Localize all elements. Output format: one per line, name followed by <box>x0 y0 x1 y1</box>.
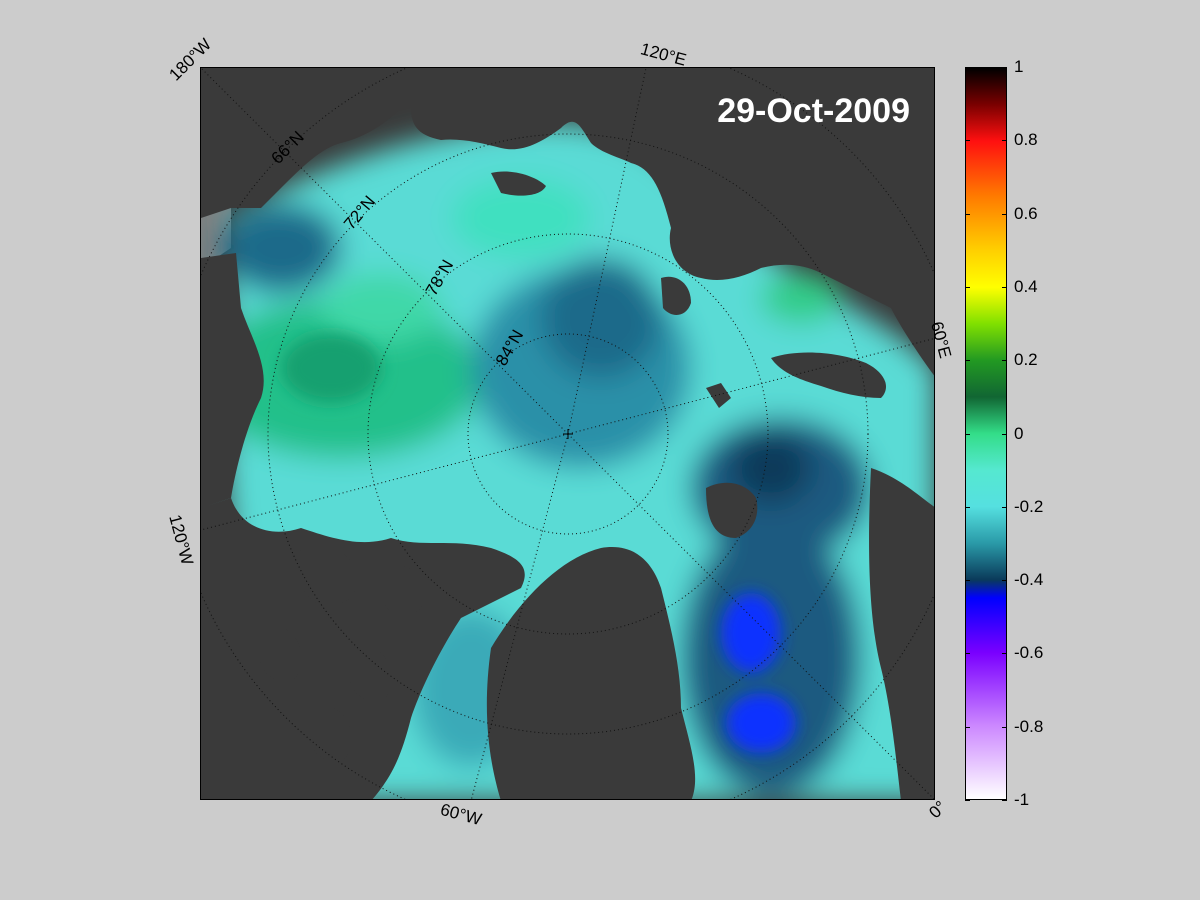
colorbar-tick-mark <box>965 67 970 68</box>
north-pole-marker <box>563 429 573 439</box>
date-stamp: 29-Oct-2009 <box>717 92 910 130</box>
severnaya-zemlya <box>661 276 691 315</box>
colorbar <box>965 67 1007 800</box>
colorbar-tick-label: 0.2 <box>1014 350 1038 370</box>
colorbar-tick-mark <box>1002 360 1007 362</box>
colorbar-tick-label: 0.4 <box>1014 276 1038 296</box>
colorbar-tick-mark <box>1002 800 1007 801</box>
colorbar-tick-mark <box>965 140 970 142</box>
scandinavia-land <box>869 468 934 799</box>
colorbar-tick-mark <box>965 286 970 288</box>
land-masses <box>201 68 934 799</box>
novaya-zemlya <box>771 352 886 398</box>
siberia-land <box>401 68 934 376</box>
colorbar-tick-mark <box>1002 726 1007 728</box>
colorbar-tick-mark <box>1002 433 1007 435</box>
colorbar-tick-label: 1 <box>1014 57 1024 76</box>
colorbar-tick-mark <box>965 213 970 215</box>
colorbar-tick-label: 0.6 <box>1014 203 1038 223</box>
colorbar-tick-mark <box>965 506 970 508</box>
lon-label-60w: 60°W <box>438 799 484 830</box>
colorbar-tick-mark <box>1002 140 1007 142</box>
lon-label-120w: 120°W <box>165 512 197 568</box>
lon-label-120e: 120°E <box>638 39 689 70</box>
sea-ice-map: 29-Oct-2009 66°N 72°N 78°N 84°N <box>200 67 935 800</box>
colorbar-tick-mark <box>965 360 970 362</box>
colorbar-tick-mark <box>965 433 970 435</box>
colorbar-tick-mark <box>965 580 970 582</box>
colorbar-tick-mark <box>965 726 970 728</box>
colorbar-tick-label: 0 <box>1014 423 1024 443</box>
lon-label-0: 0° <box>925 797 951 823</box>
alaska-land <box>201 253 264 508</box>
canadian-archipelago-islands <box>258 546 424 761</box>
colorbar-tick-label: -1 <box>1014 790 1030 809</box>
colorbar-tick-label: 0.8 <box>1014 130 1038 150</box>
svalbard-land <box>706 482 758 538</box>
franz-josef-land <box>706 383 731 408</box>
colorbar-tick-mark <box>965 653 970 655</box>
colorbar-tick-mark <box>1002 67 1007 68</box>
colorbar-tick-label: -0.8 <box>1014 716 1044 736</box>
colorbar-tick-mark <box>1002 580 1007 582</box>
graticule <box>201 68 934 799</box>
colorbar-tick-label: -0.2 <box>1014 496 1044 516</box>
new-siberian-islands <box>491 171 546 196</box>
colorbar-tick-mark <box>1002 286 1007 288</box>
map-canvas <box>201 68 934 799</box>
east-siberia-land <box>201 68 401 218</box>
colorbar-tick-label: -0.6 <box>1014 643 1044 663</box>
colorbar-tick-mark <box>1002 213 1007 215</box>
colorbar-tick-mark <box>1002 653 1007 655</box>
greenland-land <box>486 547 696 799</box>
colorbar-tick-mark <box>1002 506 1007 508</box>
colorbar-tick-label: -0.4 <box>1014 570 1044 590</box>
colorbar-tick-mark <box>965 800 970 801</box>
